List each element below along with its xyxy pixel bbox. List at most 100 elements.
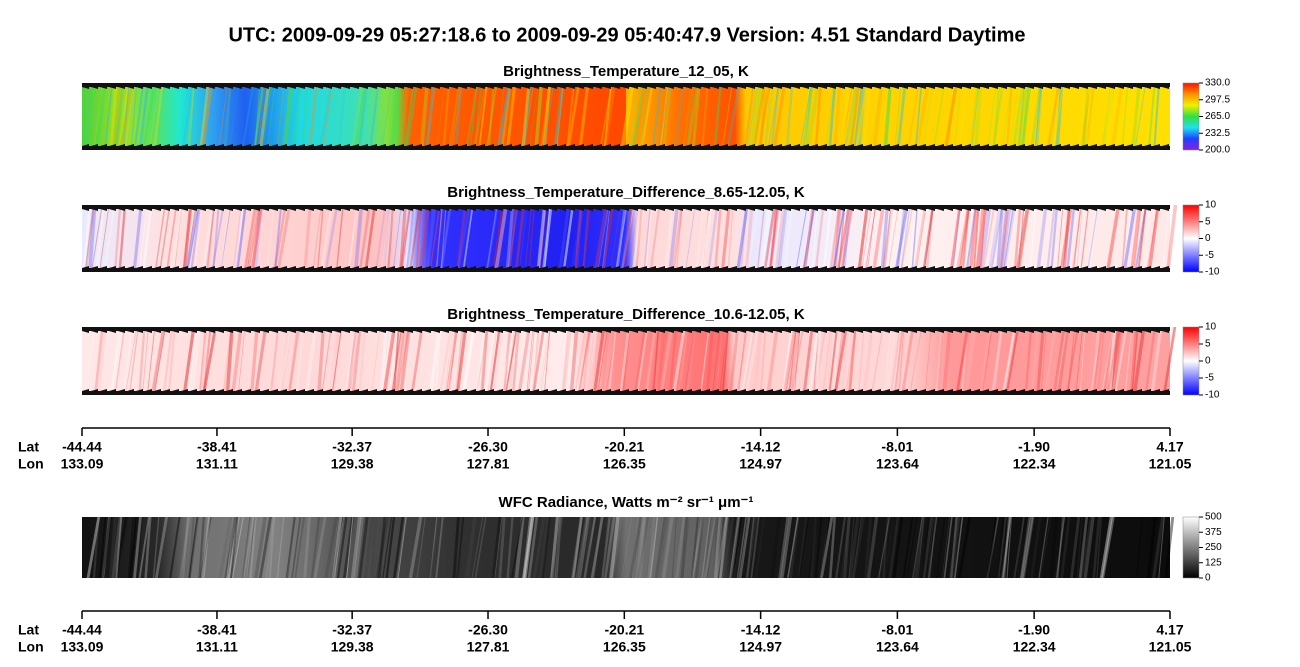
border-tooth xyxy=(271,87,278,89)
image-streak xyxy=(737,327,746,395)
image-streak xyxy=(715,327,723,395)
image-streak xyxy=(552,517,564,578)
border-tooth xyxy=(262,144,269,146)
border-tooth xyxy=(136,144,143,146)
border-tooth xyxy=(1009,209,1016,211)
border-tooth xyxy=(469,209,476,211)
border-tooth xyxy=(1018,87,1025,89)
border-tooth xyxy=(325,389,332,391)
image-streak xyxy=(1092,327,1103,395)
image-streak xyxy=(609,517,620,578)
image-streak xyxy=(1067,327,1076,395)
image-streak xyxy=(804,83,814,150)
border-tooth xyxy=(1036,144,1043,146)
image-streak xyxy=(169,517,181,578)
border-tooth xyxy=(415,331,422,333)
image-streak xyxy=(790,327,800,395)
border-tooth xyxy=(280,331,287,333)
border-tooth xyxy=(559,266,566,268)
image-streak xyxy=(1025,83,1036,150)
image-streak xyxy=(1109,327,1122,395)
border-tooth xyxy=(991,389,998,391)
border-tooth xyxy=(406,87,413,89)
border-tooth xyxy=(775,266,782,268)
image-streak xyxy=(1055,517,1066,578)
image-streak xyxy=(799,83,812,150)
colorbar-tick-label: -5 xyxy=(1205,250,1214,261)
image-streak xyxy=(582,205,591,272)
border-tooth xyxy=(640,209,647,211)
image-streak xyxy=(276,517,285,578)
image-streak xyxy=(720,205,731,272)
border-tooth xyxy=(676,144,683,146)
image-streak xyxy=(279,327,290,395)
border-tooth xyxy=(694,209,701,211)
lon-tick-label: 129.38 xyxy=(331,456,374,472)
image-streak xyxy=(742,327,755,395)
image-streak xyxy=(528,83,540,150)
border-tooth xyxy=(883,87,890,89)
image-streak xyxy=(141,205,153,272)
border-tooth xyxy=(685,389,692,391)
image-streak xyxy=(1113,327,1128,395)
image-streak xyxy=(543,205,551,272)
image-streak xyxy=(997,517,1005,578)
border-tooth xyxy=(235,331,242,333)
border-tooth xyxy=(559,144,566,146)
border-tooth xyxy=(649,266,656,268)
image xyxy=(82,517,1170,578)
border-tooth xyxy=(595,144,602,146)
border-tooth xyxy=(631,266,638,268)
image-streak xyxy=(971,83,980,150)
border-tooth xyxy=(523,209,530,211)
image-streak xyxy=(826,327,833,395)
image-streak xyxy=(107,83,116,150)
border-tooth xyxy=(550,389,557,391)
border-tooth xyxy=(541,144,548,146)
image-streak xyxy=(1006,517,1012,578)
border-tooth xyxy=(649,144,656,146)
image-streak xyxy=(790,327,805,395)
image-streak xyxy=(695,205,706,272)
border-tooth xyxy=(658,209,665,211)
border-tooth xyxy=(469,331,476,333)
border-tooth xyxy=(820,266,827,268)
border-tooth xyxy=(766,87,773,89)
image-streak xyxy=(109,83,118,150)
image-streak xyxy=(381,327,391,395)
border-tooth xyxy=(1009,266,1016,268)
image-streak xyxy=(581,327,592,395)
image-streak xyxy=(1070,83,1081,150)
image-streak xyxy=(249,517,257,578)
border-tooth xyxy=(721,87,728,89)
border-tooth xyxy=(1036,87,1043,89)
image-streak xyxy=(603,83,613,150)
image-streak xyxy=(228,83,240,150)
lon-tick-label: 126.35 xyxy=(603,639,646,655)
border-tooth xyxy=(1144,331,1151,333)
image-streak xyxy=(268,517,276,578)
lon-tick-label: 121.05 xyxy=(1149,639,1192,655)
border-tooth xyxy=(703,144,710,146)
border-tooth xyxy=(451,144,458,146)
image-streak xyxy=(285,517,296,578)
image-streak xyxy=(124,83,136,150)
image-streak xyxy=(1052,327,1068,395)
border-tooth xyxy=(91,209,98,211)
border-tooth xyxy=(919,87,926,89)
image-streak xyxy=(1049,517,1059,578)
image-streak xyxy=(500,83,512,150)
image-streak xyxy=(969,83,979,150)
image-streak xyxy=(266,83,276,150)
image-streak xyxy=(721,327,730,395)
border-tooth xyxy=(1117,209,1124,211)
border-tooth xyxy=(811,266,818,268)
image-streak xyxy=(759,83,768,150)
image-streak xyxy=(222,327,233,395)
image-streak xyxy=(913,517,926,578)
image-streak xyxy=(955,205,971,272)
border-tooth xyxy=(496,209,503,211)
border-tooth xyxy=(667,389,674,391)
border-tooth xyxy=(640,87,647,89)
border-tooth xyxy=(334,331,341,333)
